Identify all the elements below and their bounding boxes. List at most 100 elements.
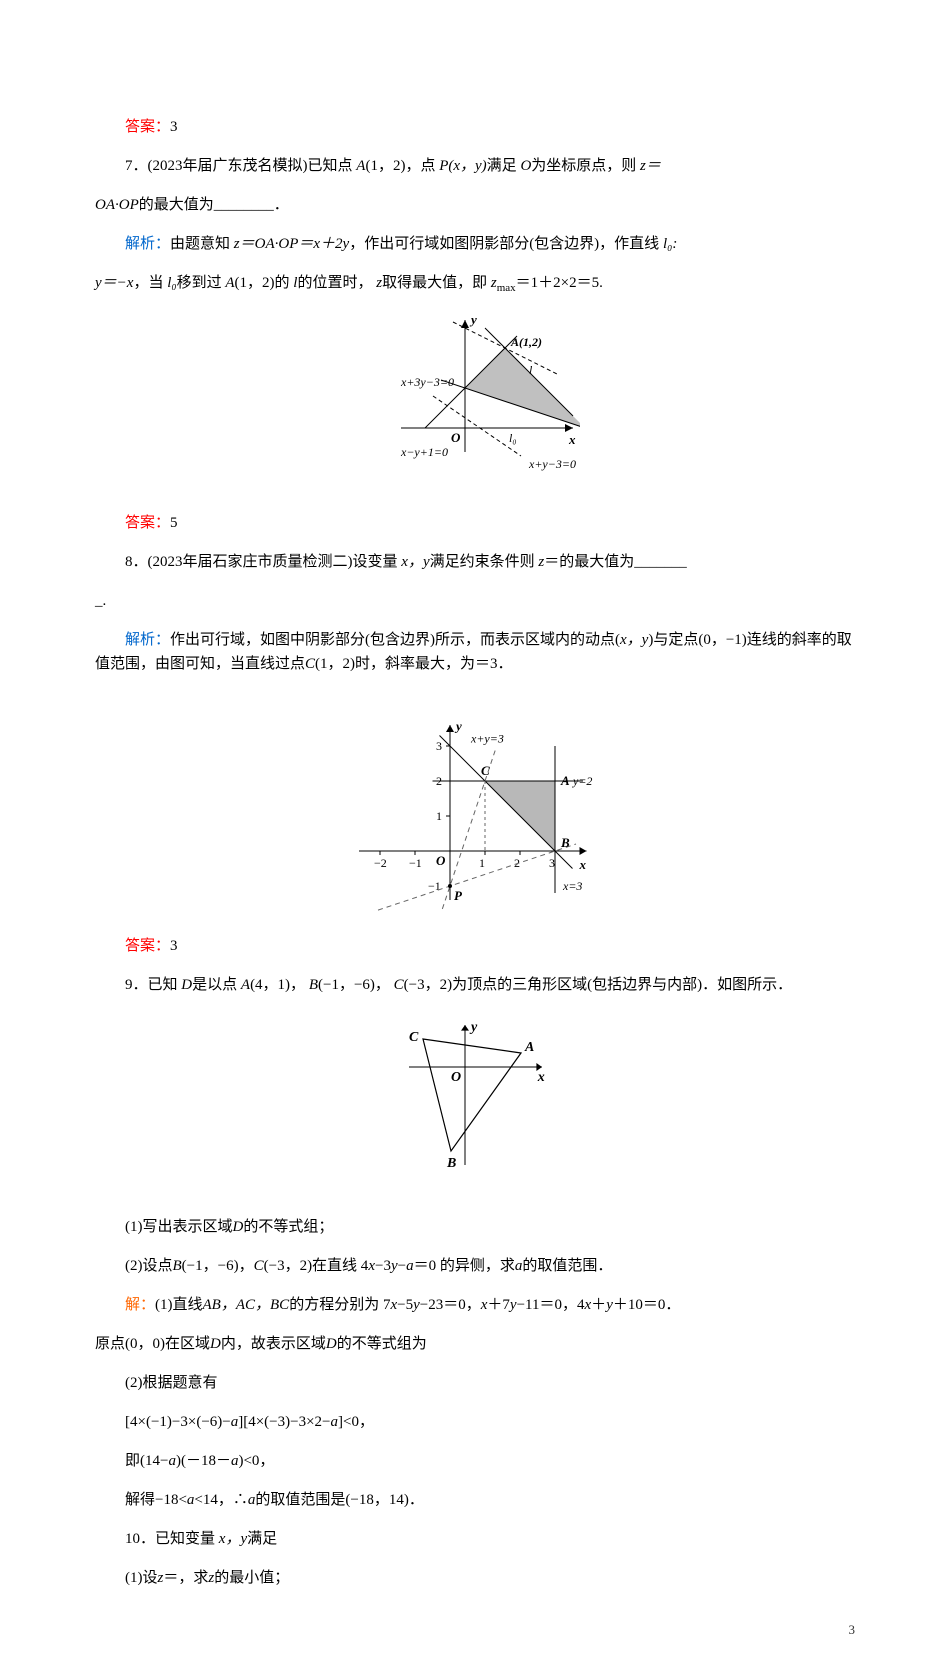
q8-tail: _. — [95, 589, 855, 613]
t: ＝，求 — [163, 1570, 208, 1586]
t: 满足 — [247, 1531, 277, 1547]
t: ＝0 的异侧，求 — [414, 1258, 515, 1274]
answer-value: 5 — [170, 515, 178, 531]
svg-text:C: C — [409, 1030, 419, 1045]
t: ＋7 — [487, 1297, 510, 1313]
t: −11＝0，4 — [517, 1297, 585, 1313]
q-number: 8． — [125, 554, 148, 570]
var-l0: l₀: — [663, 236, 677, 252]
expr: z＝OA·OP＝x＋2y — [234, 236, 349, 252]
q-number: 9． — [125, 977, 148, 993]
var-y: y — [413, 1297, 420, 1313]
svg-text:−2: −2 — [374, 856, 387, 870]
answer-8: 答案：3 — [95, 934, 855, 958]
svg-text:B: B — [446, 1156, 456, 1171]
svg-text:O: O — [451, 430, 461, 445]
t: (−1，−6)， — [318, 977, 390, 993]
svg-text:O: O — [436, 853, 446, 868]
t: (1)设 — [125, 1570, 158, 1586]
answer-6: 答案：3 — [95, 115, 855, 139]
q9-sol3: (2)根据题意有 — [95, 1371, 855, 1395]
t: 的最小值； — [214, 1570, 289, 1586]
svg-text:3: 3 — [436, 739, 442, 753]
expr: OA·OP — [95, 197, 139, 213]
q7-line2: OA·OP的最大值为________． — [95, 193, 855, 217]
fig7-svg: yxOA(1,2)ll₀x+3y−3=0x−y+1=0x+y−3=0 — [370, 313, 580, 488]
t: 满足 — [487, 158, 521, 174]
var-A: A — [225, 275, 234, 291]
figure-8: −2−1123123−1yxOCABPx+y=3y=2x=3 — [95, 691, 855, 919]
sub: max — [497, 282, 516, 294]
t: 已知 — [148, 977, 178, 993]
svg-text:y: y — [454, 718, 462, 733]
t: 由题意知 — [170, 236, 230, 252]
svg-text:B: B — [560, 835, 570, 850]
t: 已知变量 — [155, 1531, 215, 1547]
svg-text:A: A — [524, 1040, 534, 1055]
var-z: z＝ — [640, 158, 661, 174]
svg-text:x+y=3: x+y=3 — [470, 731, 504, 745]
answer-label: 答案： — [125, 119, 170, 135]
var-A: A — [241, 977, 250, 993]
var-a: a — [406, 1258, 414, 1274]
answer-value: 3 — [170, 119, 178, 135]
q-number: 10． — [125, 1531, 155, 1547]
svg-text:1: 1 — [479, 856, 485, 870]
t: (1，2)，点 — [365, 158, 435, 174]
fig8-svg: −2−1123123−1yxOCABPx+y=3y=2x=3 — [335, 691, 615, 911]
svg-text:y: y — [469, 313, 477, 327]
t: (1)直线 — [155, 1297, 203, 1313]
var-O: O — [520, 158, 531, 174]
q-source: (2023年届广东茂名模拟) — [148, 158, 308, 174]
t: ，当 — [133, 275, 163, 291]
t: (1，2)时，斜率最大，为＝3． — [315, 656, 513, 672]
t: 的最大值为________． — [139, 197, 289, 213]
svg-text:x: x — [537, 1070, 545, 1085]
answer-label: 答案： — [125, 515, 170, 531]
var-a: a — [168, 1453, 176, 1469]
q7-stem: 7．(2023年届广东茂名模拟)已知点 A(1，2)，点 P(x，y)满足 O为… — [95, 154, 855, 178]
svg-text:x: x — [568, 432, 576, 447]
var-a: a — [187, 1492, 195, 1508]
q8-stem: 8．(2023年届石家庄市质量检测二)设变量 x，y满足约束条件则 z＝的最大值… — [95, 550, 855, 574]
var-xy: x，y — [401, 554, 429, 570]
svg-text:x+3y−3=0: x+3y−3=0 — [400, 375, 454, 389]
q-number: 7． — [125, 158, 148, 174]
t: 为坐标原点，则 — [531, 158, 636, 174]
var-B: B — [173, 1258, 182, 1274]
svg-text:y: y — [469, 1020, 478, 1035]
t: − — [398, 1258, 406, 1274]
svg-text:A: A — [560, 773, 570, 788]
svg-text:−1: −1 — [409, 856, 422, 870]
svg-text:O: O — [451, 1070, 461, 1085]
answer-value: 3 — [170, 938, 178, 954]
var-x: x — [368, 1258, 375, 1274]
svg-text:x−y+1=0: x−y+1=0 — [400, 445, 448, 459]
svg-text:l₀: l₀ — [509, 431, 517, 445]
q9-sol6: 解得−18<a<14，∴a的取值范围是(−18，14)． — [95, 1488, 855, 1512]
t: 作出可行域，如图中阴影部分(包含边界)所示，而表示区域内的动点( — [170, 632, 620, 648]
t: ，作出可行域如图阴影部分(包含边界)，作直线 — [349, 236, 659, 252]
var-a: a — [248, 1492, 256, 1508]
var-y: y — [606, 1297, 613, 1313]
t: 的位置时， — [297, 275, 372, 291]
t: 的取值范围是(−18，14)． — [255, 1492, 423, 1508]
t: (−3，2)为顶点的三角形区域(包括边界与内部)．如图所示． — [404, 977, 792, 993]
svg-text:1: 1 — [436, 809, 442, 823]
svg-text:A(1,2): A(1,2) — [510, 335, 542, 349]
page: 答案：3 7．(2023年届广东茂名模拟)已知点 A(1，2)，点 P(x，y)… — [0, 0, 950, 1680]
q9-stem: 9．已知 D是以点 A(4，1)， B(−1，−6)， C(−3，2)为顶点的三… — [95, 973, 855, 997]
t: 满足约束条件则 — [430, 554, 535, 570]
var-P: P(x，y) — [439, 158, 486, 174]
jie-label: 解： — [125, 1297, 155, 1313]
t: <14，∴ — [194, 1492, 247, 1508]
var-D: D — [233, 1219, 244, 1235]
t: −3 — [375, 1258, 391, 1274]
q9-p2: (2)设点B(−1，−6)，C(−3，2)在直线 4x−3y−a＝0 的异侧，求… — [95, 1254, 855, 1278]
var-xy: x，y — [219, 1531, 247, 1547]
var-D: D — [181, 977, 192, 993]
q9-sol1: 解：(1)直线AB，AC，BC的方程分别为 7x−5y−23＝0，x＋7y−11… — [95, 1293, 855, 1317]
t: )(－18－ — [176, 1453, 231, 1469]
t: ][4×(−3)−3×2− — [238, 1414, 330, 1430]
t: 已知点 — [308, 158, 353, 174]
